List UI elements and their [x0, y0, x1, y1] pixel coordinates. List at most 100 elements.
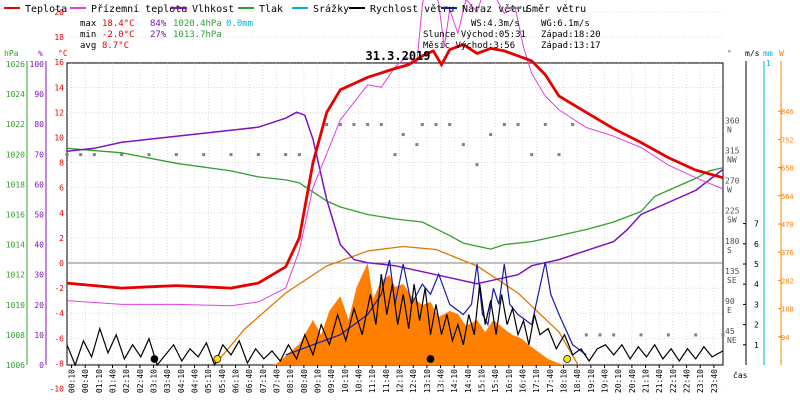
direction-tick-compass: E	[727, 306, 732, 315]
temperature-tick-label: 20	[54, 8, 64, 17]
pressure-tick-label: 1024	[6, 90, 25, 99]
humidity-tick-label: 100	[30, 60, 45, 69]
wind-direction-point	[297, 153, 301, 157]
time-tick-label: 09:40	[327, 369, 336, 393]
time-tick-label: 20:40	[628, 369, 637, 393]
solar-tick-label: 752	[781, 136, 794, 144]
time-tick-label: 10:40	[355, 369, 364, 393]
wind-direction-point	[352, 123, 356, 127]
pressure-unit: hPa	[4, 49, 19, 58]
wind-speed-line	[66, 274, 724, 367]
stats-min-humidity: 27%	[150, 30, 167, 40]
ground-temperature-line	[66, 0, 724, 307]
time-tick-label: 10:10	[341, 369, 350, 393]
time-tick-label: 06:10	[232, 369, 241, 393]
solar-tick-label: 282	[781, 277, 794, 285]
wind-speed-tick-label: 3	[754, 300, 759, 309]
time-tick-label: 17:40	[546, 369, 555, 393]
pressure-tick-label: 1020	[6, 150, 25, 159]
wind-direction-point	[415, 143, 419, 147]
wind-direction-point	[174, 153, 178, 157]
time-tick-label: 18:10	[560, 369, 569, 393]
stats-block: max 18.4°C 84% 1020.4hPa 0.0mm min -2.0°…	[80, 19, 253, 51]
time-tick-label: 11:10	[368, 369, 377, 393]
time-tick-label: 09:10	[314, 369, 323, 393]
direction-tick-degrees: 45	[725, 327, 735, 336]
legend-label-wind-direction: Směr větru	[526, 3, 586, 15]
time-tick-label: 13:40	[437, 369, 446, 393]
time-tick-label: 14:10	[450, 369, 459, 393]
wind-speed-tick-label: 7	[754, 220, 759, 229]
info-wind-gust: WG:6.1m/s	[541, 19, 590, 29]
time-tick-label: 13:10	[423, 369, 432, 393]
time-tick-label: 04:10	[177, 369, 186, 393]
info-sun: Slunce Východ:05:31	[423, 30, 526, 40]
solar-tick-label: 564	[781, 193, 794, 201]
humidity-tick-label: 10	[34, 331, 44, 340]
time-tick-label: 19:10	[587, 369, 596, 393]
x-axis-label: čas	[733, 370, 748, 380]
temperature-tick-label: -6	[54, 334, 64, 343]
time-tick-label: 23:10	[696, 369, 705, 393]
wind-speed-tick-label: 5	[754, 260, 759, 269]
wind-direction-point	[393, 153, 397, 157]
time-tick-label: 00:10	[68, 369, 77, 393]
wind-speed-tick-label: 1	[754, 341, 759, 350]
stats-rain-total: 0.0mm	[226, 19, 253, 29]
info-sunset: Západ:18:20	[541, 30, 601, 40]
stats-max-pressure: 1020.4hPa	[173, 19, 222, 29]
time-tick-label: 11:40	[382, 369, 391, 393]
time-tick-label: 21:40	[655, 369, 664, 393]
solar-clear-sky-curve	[214, 245, 579, 366]
temperature-tick-label: 2	[59, 234, 64, 243]
humidity-tick-label: 0	[39, 361, 44, 370]
wind-direction-point	[598, 333, 602, 337]
temperature-tick-label: 16	[54, 58, 64, 67]
direction-tick-compass: SE	[727, 276, 737, 285]
wind-direction-point	[147, 153, 151, 157]
temperature-tick-label: 10	[54, 134, 64, 143]
legend-label-wind-gust: Náraz větru	[462, 3, 528, 15]
wind-direction-point	[516, 123, 520, 127]
wind-direction-point	[543, 123, 547, 127]
time-tick-label: 01:10	[95, 369, 104, 393]
wind-direction-point	[639, 333, 643, 337]
pressure-tick-label: 1018	[6, 180, 25, 189]
wind-direction-point	[284, 153, 288, 157]
wind-direction-point	[366, 123, 370, 127]
temperature-tick-label: 4	[59, 209, 64, 218]
time-tick-label: 05:10	[204, 369, 213, 393]
time-tick-label: 21:10	[642, 369, 651, 393]
temperature-line	[66, 43, 724, 290]
direction-tick-degrees: 270	[725, 177, 740, 186]
wind-direction-point	[530, 153, 534, 157]
direction-tick-degrees: 360	[725, 117, 740, 126]
time-tick-label: 03:40	[163, 369, 172, 393]
wind-speed-tick-label: 2	[754, 321, 759, 330]
stats-max-label: max	[80, 19, 97, 29]
time-tick-label: 06:40	[245, 369, 254, 393]
temperature-tick-label: 18	[54, 33, 64, 42]
wind-direction-point	[557, 153, 561, 157]
wind-direction-point	[256, 153, 260, 157]
time-tick-label: 16:10	[505, 369, 514, 393]
solar-tick-label: 94	[781, 334, 789, 342]
legend-label-humidity: Vlhkost	[192, 4, 234, 15]
pressure-tick-label: 1022	[6, 120, 25, 129]
legend: Teplota Přízemní teplota Vlhkost Tlak Sr…	[4, 3, 586, 15]
time-tick-label: 02:40	[136, 369, 145, 393]
info-block: WS:4.3m/s WG:6.1m/s Slunce Východ:05:31 …	[423, 19, 601, 51]
solar-tick-label: 470	[781, 221, 794, 229]
wind-direction-point	[448, 123, 452, 127]
event-moonset	[426, 355, 435, 363]
pressure-tick-label: 1014	[6, 241, 25, 250]
humidity-tick-label: 90	[34, 90, 44, 99]
solar-tick-label: 846	[781, 108, 794, 116]
stats-max-temp: 18.4°C	[102, 19, 135, 29]
unit-labels: hPa % °C ° m/s mm W čas	[4, 49, 784, 380]
wind-direction-point	[229, 153, 233, 157]
event-moonrise	[150, 355, 159, 363]
temperature-tick-label: -4	[54, 309, 64, 318]
legend-label-pressure: Tlak	[259, 4, 283, 15]
